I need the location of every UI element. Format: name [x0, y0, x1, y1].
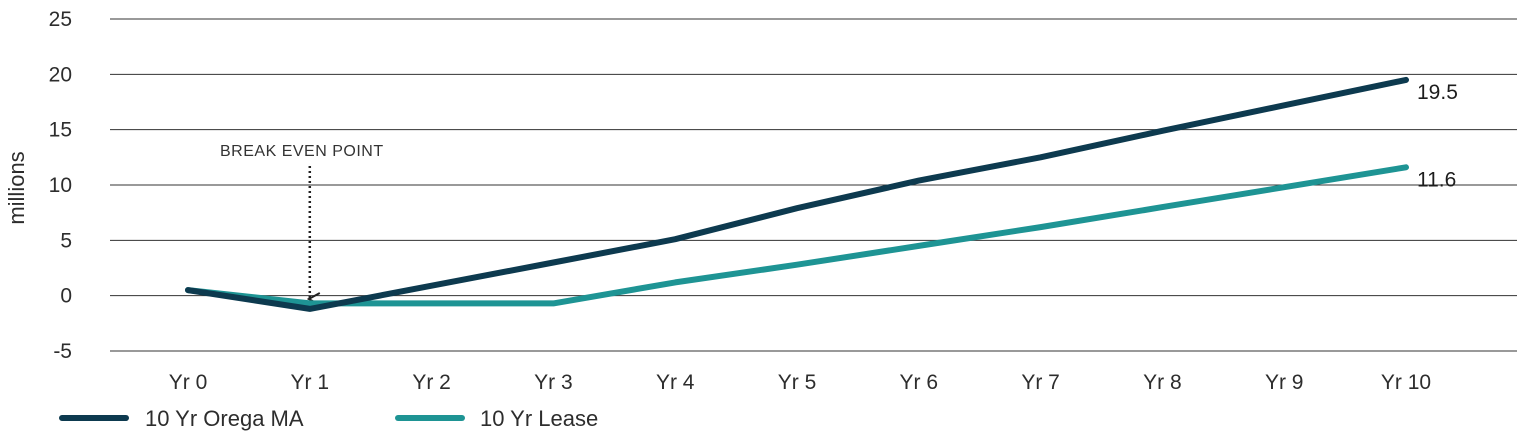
x-tick-label: Yr 9 [1265, 371, 1304, 394]
x-tick-label: Yr 2 [412, 371, 451, 394]
x-tick-label: Yr 4 [656, 371, 695, 394]
x-tick-label: Yr 3 [534, 371, 573, 394]
x-tick-label: Yr 1 [291, 371, 330, 394]
x-tick-label: Yr 0 [169, 371, 208, 394]
x-tick-label: Yr 10 [1381, 371, 1431, 394]
y-tick-label: 5 [60, 229, 72, 252]
y-tick-label: 25 [49, 8, 72, 31]
legend-label: 10 Yr Orega MA [145, 406, 304, 431]
y-tick-label: 10 [49, 174, 72, 197]
x-tick-label: Yr 8 [1143, 371, 1182, 394]
y-tick-label: 0 [60, 285, 72, 308]
legend-item: 10 Yr Orega MA [59, 406, 304, 431]
legend-item: 10 Yr Lease [395, 406, 598, 431]
x-tick-label: Yr 6 [900, 371, 939, 394]
end-label: 11.6 [1417, 168, 1456, 191]
legend: 10 Yr Orega MA 10 Yr Lease [59, 406, 598, 431]
end-label: 19.5 [1417, 81, 1458, 104]
legend-label: 10 Yr Lease [480, 406, 598, 431]
series-line [185, 76, 1409, 312]
series-lines [185, 76, 1409, 312]
y-tick-label: -5 [53, 340, 72, 363]
end-labels: 19.5 11.6 [1417, 81, 1458, 191]
y-axis-ticks: -5 0 5 10 15 20 25 [49, 8, 72, 363]
y-tick-label: 15 [49, 119, 72, 142]
break-even-annotation: BREAK EVEN POINT [220, 143, 384, 299]
x-tick-label: Yr 7 [1021, 371, 1060, 394]
x-tick-label: Yr 5 [778, 371, 817, 394]
x-axis-ticks: Yr 0 Yr 1 Yr 2 Yr 3 Yr 4 Yr 5 Yr 6 Yr 7 Yr 8 Yr 9… [169, 371, 1431, 394]
y-tick-label: 20 [49, 63, 72, 86]
annotation-label: BREAK EVEN POINT [220, 143, 384, 160]
series-line [185, 164, 1409, 307]
y-axis-title: millions [4, 151, 29, 224]
gridlines [110, 18, 1517, 352]
